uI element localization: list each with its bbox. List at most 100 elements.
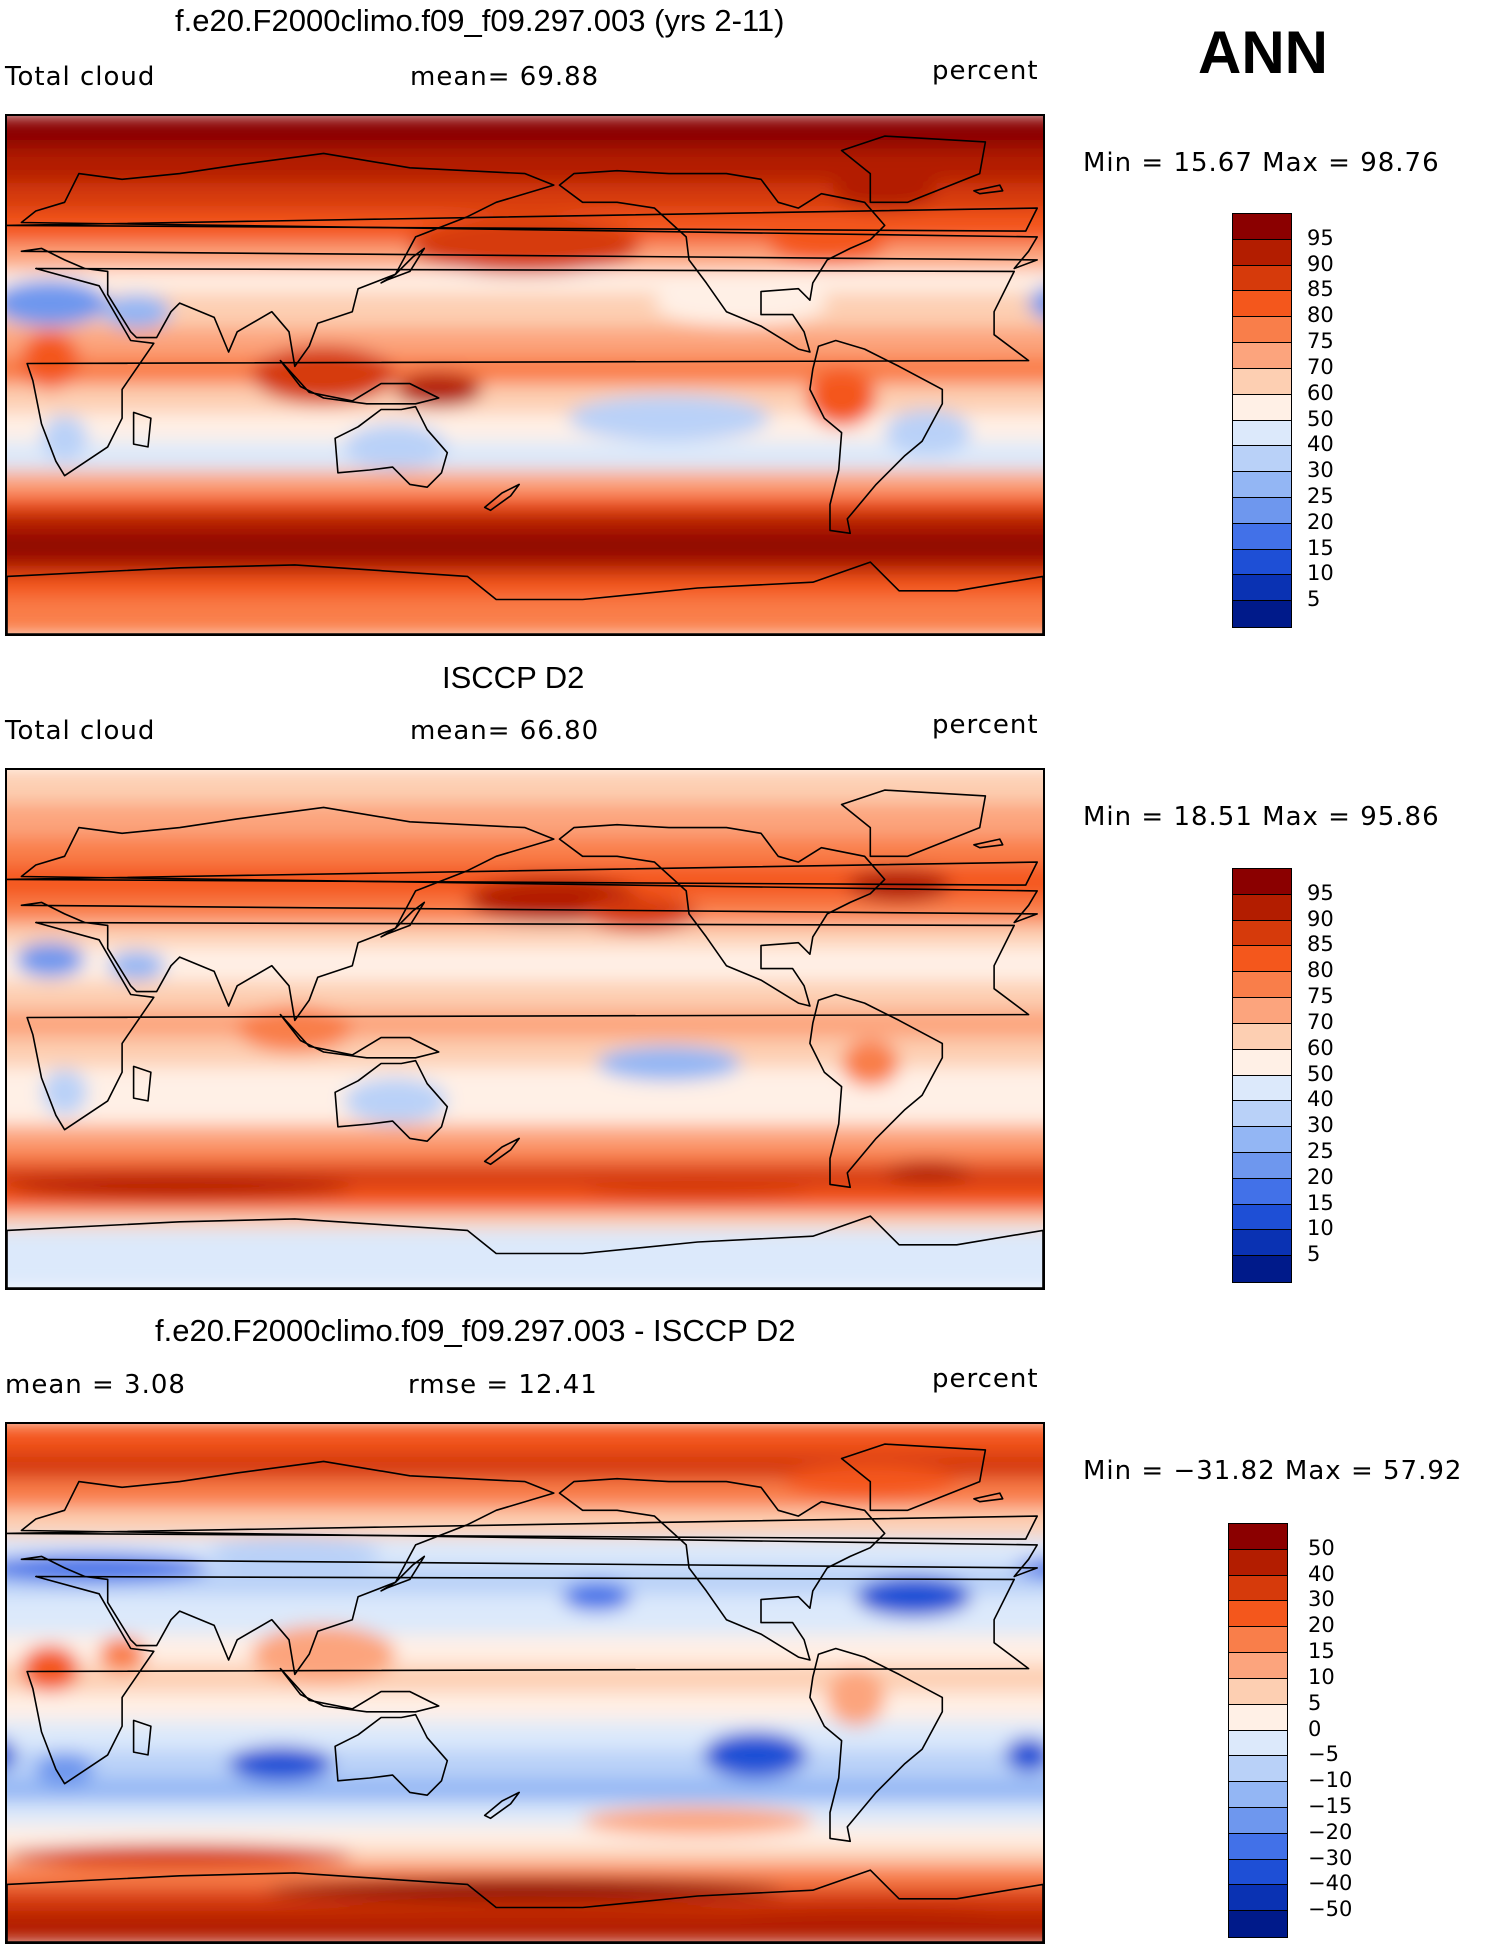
colorbar-swatch [1232, 445, 1292, 473]
coastline [483, 1137, 521, 1166]
colorbar-swatch [1232, 316, 1292, 344]
heatmap-band [7, 1424, 1043, 1455]
heatmap-band [7, 980, 1043, 1014]
panel2-variable-label: Total cloud [5, 716, 156, 746]
colorbar-swatch [1232, 548, 1292, 576]
colorbar-tick-label: 95 [1307, 880, 1334, 905]
heatmap-band [7, 1721, 1043, 1755]
heatmap-band [7, 442, 1043, 475]
coastline [334, 1059, 449, 1143]
colorbar-swatch [1232, 997, 1292, 1025]
heatmap-anomaly [7, 1455, 525, 1479]
colorbar-tick-label: −15 [1308, 1793, 1353, 1818]
colorbar-tick-label: 15 [1308, 1639, 1335, 1664]
colorbar-swatch [1228, 1781, 1288, 1809]
colorbar-swatch [1232, 1151, 1292, 1180]
colorbar-tick-label: 30 [1307, 1113, 1334, 1138]
colorbar-tick-label: 10 [1307, 561, 1334, 586]
heatmap-band [7, 597, 1043, 634]
colorbar-swatch [1232, 1177, 1292, 1206]
colorbar-swatch [1232, 600, 1292, 628]
heatmap-anomaly [827, 1668, 885, 1727]
colorbar-swatch [1228, 1910, 1288, 1938]
coastline [973, 1492, 1004, 1503]
colorbar-tick-label: 40 [1307, 432, 1334, 457]
coastline [809, 993, 944, 1189]
colorbar-tick-label: −5 [1308, 1742, 1339, 1767]
panel1-minmax: Min = 15.67 Max = 98.76 [1083, 148, 1440, 178]
heatmap-anomaly [21, 1645, 79, 1692]
heatmap-band [7, 1692, 1043, 1726]
coastline [26, 1575, 1030, 1785]
heatmap-anomaly [841, 1040, 900, 1087]
heatmap-band [7, 413, 1043, 447]
coastline [7, 1869, 1043, 1942]
coastline [20, 806, 1038, 1022]
heatmap-anomaly [7, 1175, 353, 1199]
coastline [483, 483, 521, 512]
colorbar-tick-label: 10 [1308, 1664, 1335, 1689]
heatmap-anomaly [562, 1582, 632, 1612]
heatmap-anomaly [1005, 1737, 1043, 1773]
heatmap-anomaly [596, 1046, 741, 1081]
colorbar-tick-label: 50 [1307, 1061, 1334, 1086]
heatmap-band [7, 1096, 1043, 1129]
heatmap-band [7, 1750, 1043, 1783]
heatmap-anomaly [21, 331, 79, 390]
colorbar-swatch [1228, 1626, 1288, 1654]
heatmap-anomaly [35, 1752, 94, 1787]
colorbar-swatch [1232, 1100, 1292, 1128]
colorbar-swatch [1232, 893, 1292, 922]
heatmap-anomaly [99, 1636, 146, 1672]
colorbar-tick-label: −30 [1308, 1845, 1353, 1870]
colorbar-tick-label: −20 [1308, 1819, 1353, 1844]
colorbar-swatch [1232, 393, 1292, 421]
panel2-minmax: Min = 18.51 Max = 95.86 [1083, 802, 1440, 832]
colorbar-tick-label: 60 [1307, 1035, 1334, 1060]
colorbar-swatch [1232, 971, 1292, 999]
colorbar-swatch [1228, 1806, 1288, 1835]
colorbar-swatch [1228, 1832, 1288, 1861]
colorbar-tick-label: 10 [1307, 1216, 1334, 1241]
heatmap-band [7, 470, 1043, 498]
heatmap-field [7, 770, 1043, 1288]
coastline [279, 1667, 440, 1713]
colorbar-tick-label: 30 [1307, 458, 1334, 483]
colorbar-tick-label: 5 [1308, 1690, 1322, 1715]
colorbar-tick-label: 75 [1307, 984, 1334, 1009]
colorbar-swatch [1232, 290, 1292, 318]
colorbar-swatch [1232, 1229, 1292, 1257]
heatmap-anomaly [582, 1175, 813, 1199]
panel3-mean-label: mean = 3.08 [5, 1370, 186, 1400]
colorbar-swatch [1228, 1884, 1288, 1912]
heatmap-anomaly [343, 1077, 448, 1124]
panel1-title: f.e20.F2000climo.f09_f09.297.003 (yrs 2-… [175, 3, 785, 38]
heatmap-anomaly [568, 395, 770, 442]
heatmap-anomaly [7, 1844, 353, 1868]
colorbar-swatch [1232, 1126, 1292, 1154]
colorbar-tick-label: 60 [1307, 380, 1334, 405]
heatmap-anomaly [884, 1161, 972, 1185]
coastline [132, 1065, 152, 1102]
heatmap-band [7, 1251, 1043, 1288]
coastline [7, 1215, 1043, 1288]
colorbar-swatch [1232, 342, 1292, 370]
colorbar-tick-label: 25 [1307, 1138, 1334, 1163]
colorbar-tick-label: 20 [1307, 509, 1334, 534]
heatmap-anomaly [807, 369, 877, 427]
heatmap-field [7, 1424, 1043, 1942]
heatmap-anomaly [208, 1536, 382, 1571]
colorbar-tick-label: −50 [1308, 1897, 1353, 1922]
panel2-mean-label: mean= 66.80 [410, 716, 600, 746]
heatmap-anomaly [41, 1069, 88, 1116]
coastline [7, 561, 1043, 634]
heatmap-band [7, 923, 1043, 951]
colorbar-swatch [1232, 919, 1292, 947]
panel1-colorbar: 95 90 85 80 75 70 60 50 40 30 25 20 15 10 5 [1232, 213, 1352, 628]
colorbar-swatch [1228, 1858, 1288, 1886]
coastline [20, 152, 1038, 368]
heatmap-anomaly [884, 409, 972, 456]
coastline [20, 1460, 1038, 1676]
heatmap-band [7, 1124, 1043, 1152]
coastline [7, 861, 1038, 886]
